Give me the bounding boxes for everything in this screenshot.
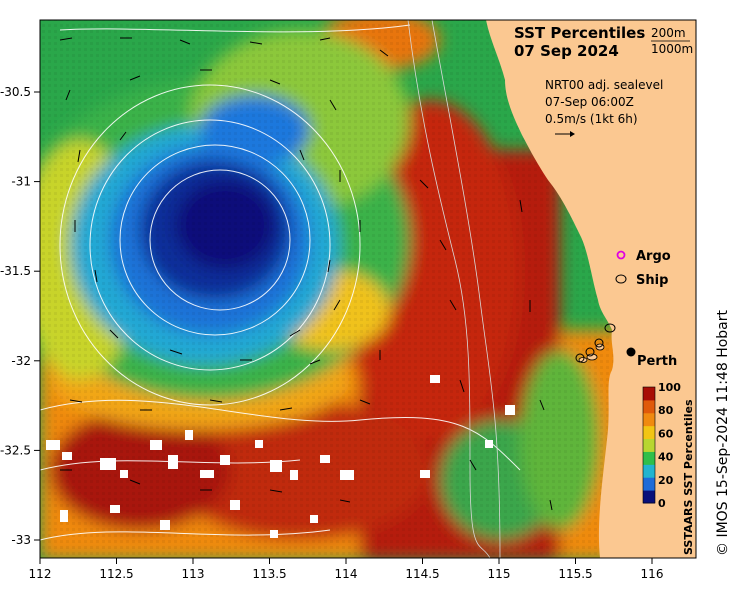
colorbar-tick-label: 100 <box>658 381 681 394</box>
colorbar-tick-label: 80 <box>658 404 674 417</box>
x-tick-label: 112.5 <box>99 567 133 581</box>
y-tick-label: -31.5 <box>0 264 31 278</box>
plot-frame <box>39 19 697 559</box>
ship-legend-icon <box>615 274 627 284</box>
scale-arrow-icon <box>555 131 575 137</box>
x-axis-ticks: 112 112.5 113 113.5 114 114.5 115 115.5 116 <box>29 558 664 581</box>
y-tick-label: -33 <box>11 533 31 547</box>
colorbar-segment <box>643 399 655 414</box>
ship-track <box>575 323 616 363</box>
sealevel-source: NRT00 adj. sealevel <box>545 78 663 92</box>
colorbar-title: SSTAARS SST Percentiles <box>682 399 695 555</box>
colorbar-tick-label: 40 <box>658 451 674 464</box>
colorbar-segment <box>643 451 655 465</box>
ship-legend-label: Ship <box>636 273 668 288</box>
x-tick-label: 114.5 <box>405 567 439 581</box>
colorbar-segment <box>643 387 655 401</box>
colorbar-segment <box>643 425 655 440</box>
colorbar-tick-label: 60 <box>658 427 674 440</box>
colorbar-segment <box>643 438 655 452</box>
bathymetry-lines <box>407 20 501 558</box>
x-tick-label: 116 <box>641 567 664 581</box>
x-tick-label: 113.5 <box>252 567 286 581</box>
argo-legend-label: Argo <box>636 249 671 264</box>
y-tick-label: -32.5 <box>0 443 31 457</box>
colorbar-segment <box>643 412 655 427</box>
y-axis-ticks: -30.5 -31 -31.5 -32 -32.5 -33 <box>0 85 40 547</box>
map-date: 07 Sep 2024 <box>514 42 619 60</box>
colorbar-segment <box>643 477 655 491</box>
colorbar: 0 20 40 60 80 100 <box>642 381 681 510</box>
sealevel-time: 07-Sep 06:00Z <box>545 95 634 109</box>
perth-label: Perth <box>637 354 677 369</box>
y-tick-label: -32 <box>11 354 31 368</box>
colorbar-tick-label: 0 <box>658 497 666 510</box>
colorbar-frame <box>642 386 656 504</box>
imos-credit: © IMOS 15-Sep-2024 11:48 Hobart <box>715 309 731 556</box>
argo-legend-icon <box>616 250 626 260</box>
colorbar-segment <box>643 464 655 478</box>
y-tick-label: -31 <box>11 175 31 189</box>
depth-1000m-label: 1000m <box>651 42 693 56</box>
sealevel-contours <box>40 24 521 541</box>
sealevel-scale: 0.5m/s (1kt 6h) <box>545 112 638 126</box>
depth-200m-label: 200m <box>651 26 686 40</box>
colorbar-segment <box>643 490 655 504</box>
current-arrows <box>59 37 553 511</box>
x-tick-label: 113 <box>182 567 205 581</box>
perth-marker <box>626 347 636 357</box>
sst-field <box>40 20 696 558</box>
colorbar-tick-label: 20 <box>658 474 674 487</box>
map-title: SST Percentiles <box>514 24 645 42</box>
y-tick-label: -30.5 <box>0 85 31 99</box>
x-tick-label: 115.5 <box>558 567 592 581</box>
cloud-gaps <box>46 375 515 538</box>
x-tick-label: 115 <box>488 567 511 581</box>
x-tick-label: 112 <box>29 567 52 581</box>
x-tick-label: 114 <box>335 567 358 581</box>
